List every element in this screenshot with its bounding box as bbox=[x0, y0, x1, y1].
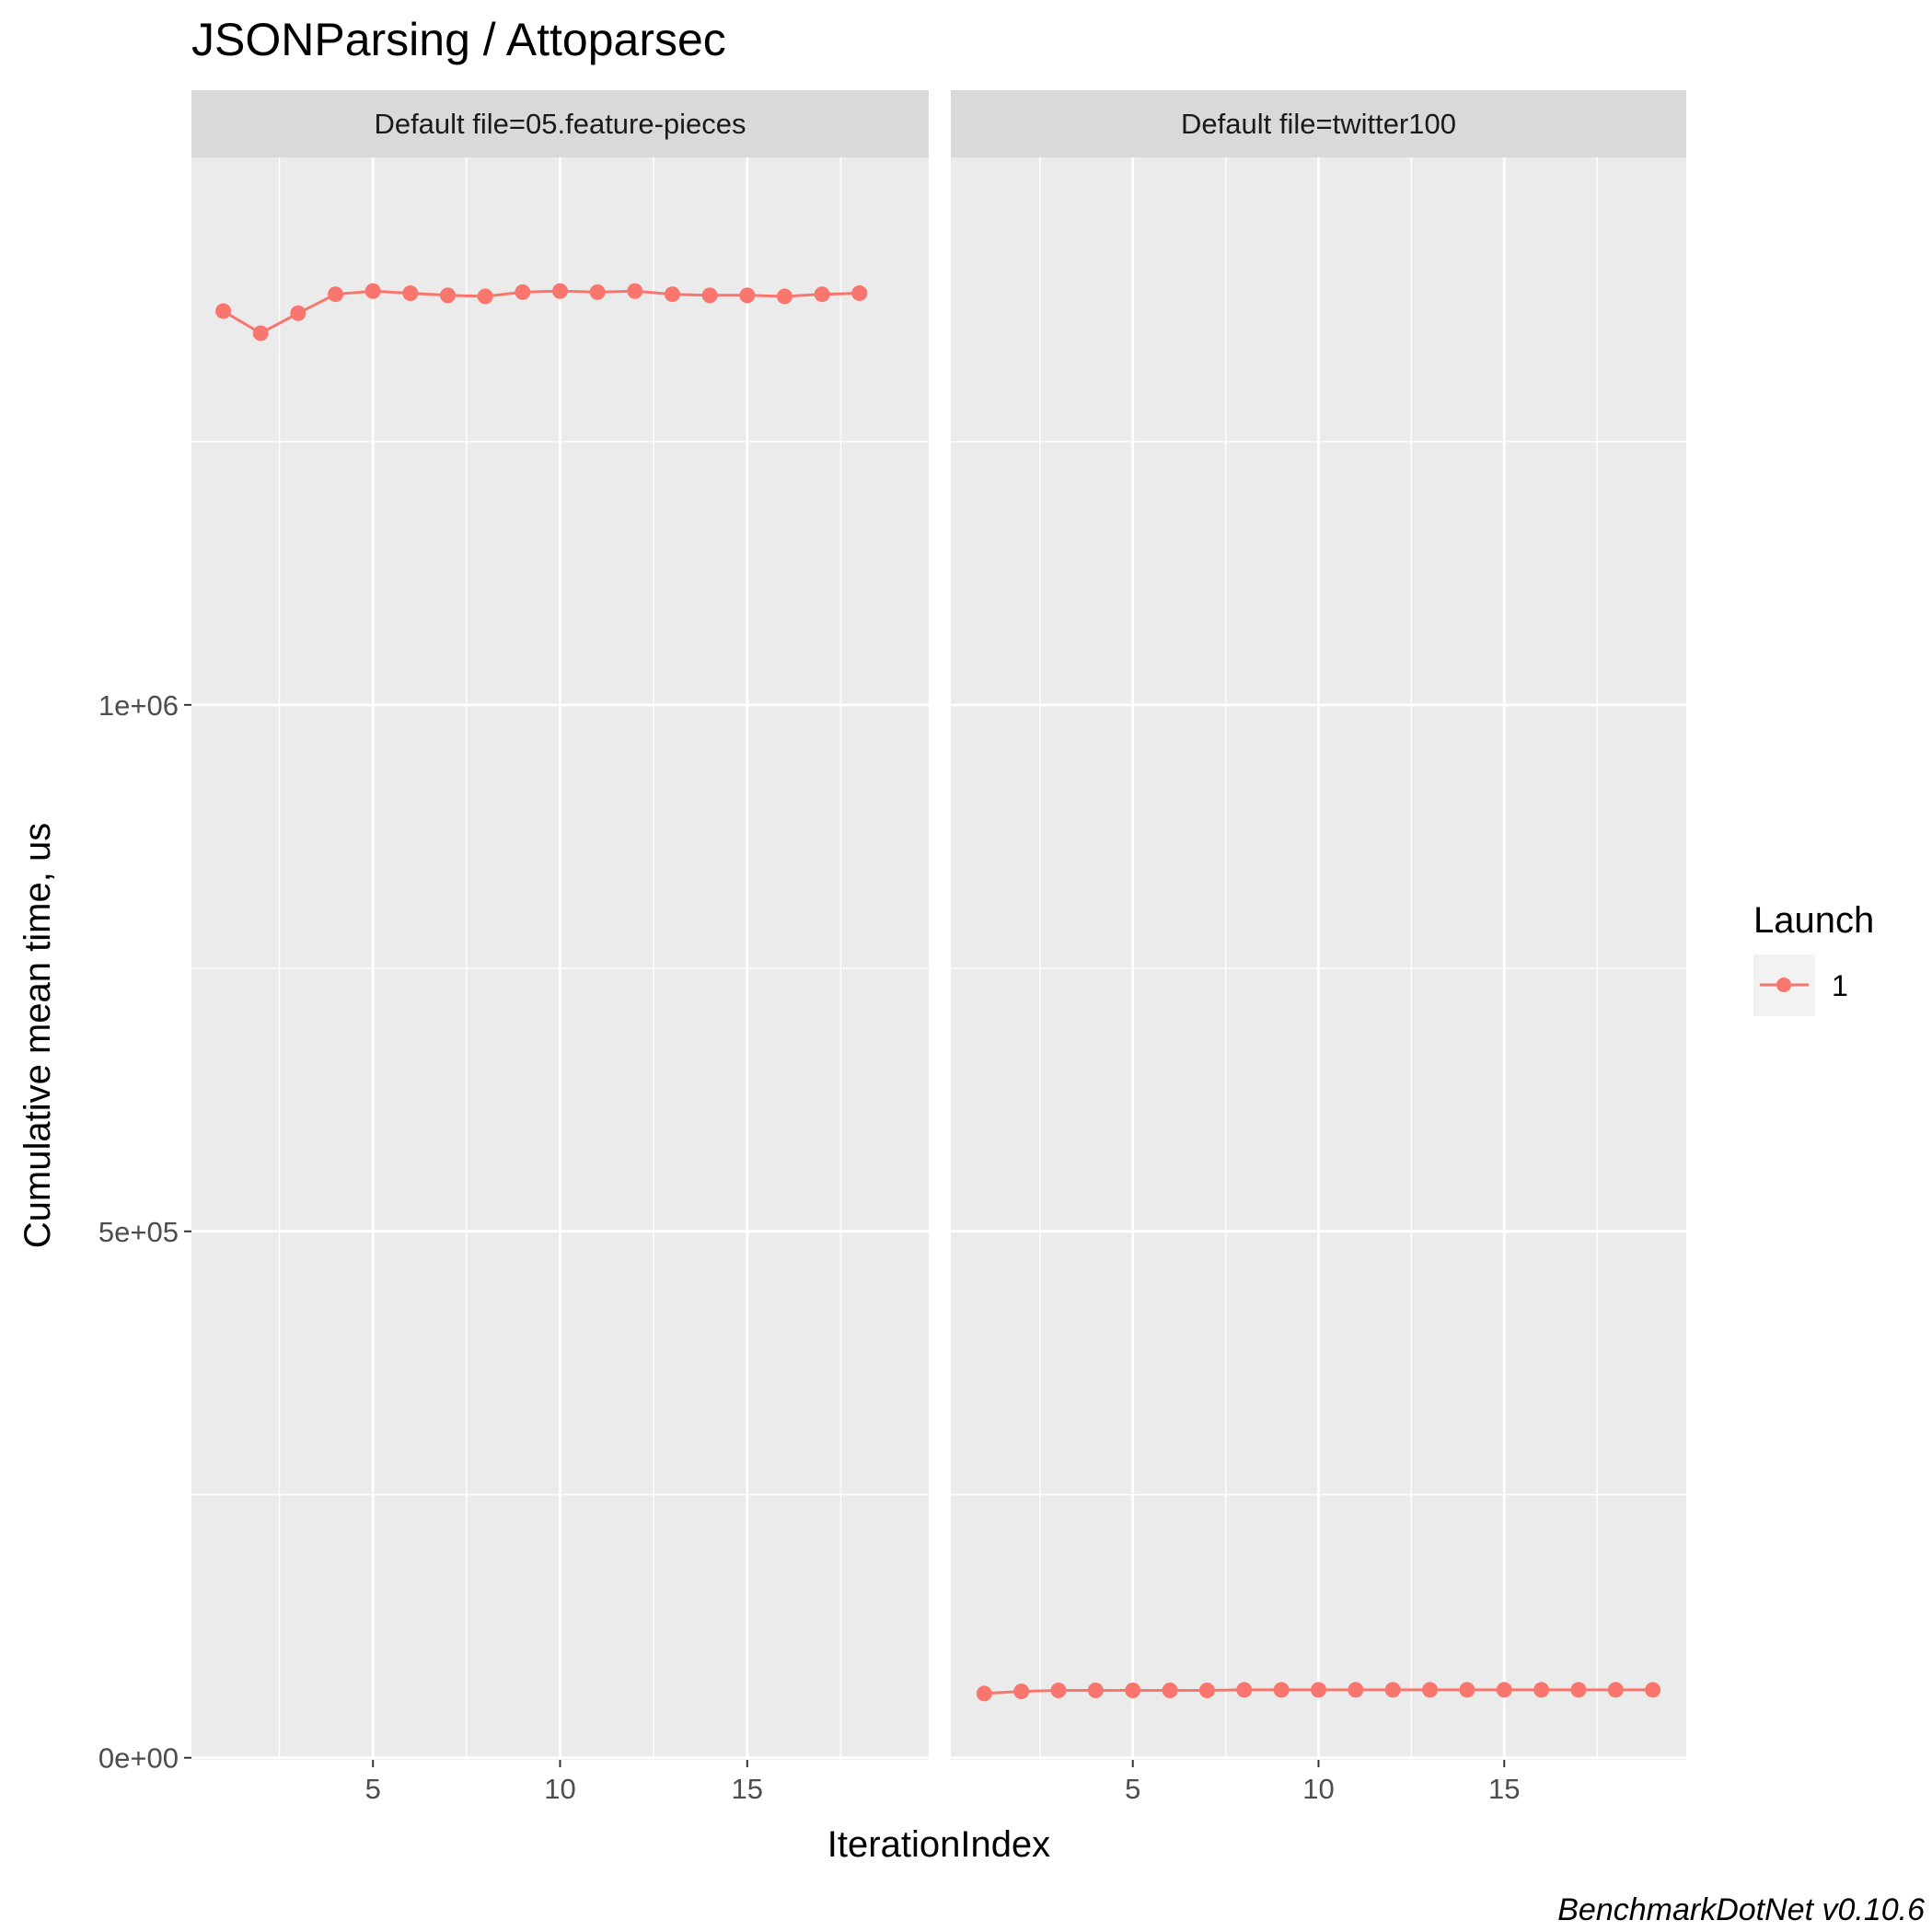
data-point bbox=[252, 325, 269, 341]
y-tick-label: 5e+05 bbox=[98, 1216, 179, 1248]
data-point bbox=[627, 283, 643, 299]
strip-label: Default file=twitter100 bbox=[1181, 108, 1456, 140]
data-point bbox=[701, 287, 718, 304]
data-point bbox=[1236, 1682, 1253, 1698]
panel-2: Default file=twitter100 bbox=[951, 90, 1686, 1760]
x-axis: 5 10 15 5 10 15 bbox=[365, 1760, 1521, 1805]
data-point bbox=[552, 283, 568, 299]
data-point bbox=[1050, 1683, 1067, 1699]
legend-title: Launch bbox=[1753, 900, 1874, 941]
legend: Launch 1 bbox=[1753, 900, 1874, 1016]
facet-panels: Default file=05.feature-pieces Default fi… bbox=[191, 90, 1686, 1760]
data-point bbox=[814, 286, 830, 303]
x-tick-label: 15 bbox=[732, 1773, 763, 1805]
chart-title: JSONParsing / Attoparsec bbox=[191, 14, 726, 65]
y-axis: 0e+00 5e+05 1e+06 bbox=[98, 689, 191, 1775]
data-point bbox=[1607, 1682, 1624, 1698]
data-point bbox=[976, 1685, 992, 1702]
data-point bbox=[851, 285, 868, 302]
data-point bbox=[1533, 1682, 1550, 1698]
data-point bbox=[290, 305, 307, 321]
data-point bbox=[364, 283, 381, 299]
data-point bbox=[402, 285, 419, 302]
data-point bbox=[1311, 1682, 1326, 1698]
data-point bbox=[1422, 1682, 1439, 1698]
y-axis-title: Cumulative mean time, us bbox=[17, 823, 58, 1248]
data-point bbox=[1087, 1683, 1104, 1699]
data-point bbox=[215, 303, 232, 319]
data-point bbox=[1496, 1682, 1512, 1698]
data-point bbox=[776, 288, 792, 305]
data-point bbox=[664, 286, 680, 303]
data-point bbox=[328, 286, 344, 303]
data-point bbox=[1384, 1682, 1401, 1698]
panel-1: Default file=05.feature-pieces bbox=[191, 90, 929, 1760]
x-axis-title: IterationIndex bbox=[827, 1824, 1050, 1865]
data-point bbox=[1013, 1683, 1030, 1700]
data-point bbox=[739, 287, 756, 304]
data-point bbox=[1348, 1682, 1364, 1698]
data-point bbox=[1198, 1683, 1215, 1699]
data-point bbox=[440, 287, 457, 304]
x-tick-label: 15 bbox=[1488, 1773, 1520, 1805]
data-point bbox=[515, 283, 531, 300]
x-tick-label: 5 bbox=[1125, 1773, 1140, 1805]
data-point bbox=[1125, 1683, 1141, 1699]
y-tick-label: 0e+00 bbox=[98, 1742, 179, 1775]
legend-key-point bbox=[1776, 978, 1791, 992]
x-tick-label: 10 bbox=[544, 1773, 575, 1805]
x-tick-label: 10 bbox=[1302, 1773, 1334, 1805]
strip-label: Default file=05.feature-pieces bbox=[374, 108, 746, 140]
x-tick-label: 5 bbox=[365, 1773, 381, 1805]
strip-background bbox=[191, 90, 929, 157]
data-point bbox=[1459, 1682, 1475, 1698]
chart-caption: BenchmarkDotNet v0.10.6 bbox=[1557, 1892, 1925, 1927]
legend-label: 1 bbox=[1832, 969, 1848, 1002]
data-point bbox=[1570, 1682, 1587, 1698]
data-point bbox=[1645, 1682, 1661, 1698]
data-point bbox=[1162, 1683, 1178, 1699]
strip-background bbox=[951, 90, 1686, 157]
data-point bbox=[589, 283, 606, 300]
data-point bbox=[477, 288, 493, 305]
y-tick-label: 1e+06 bbox=[98, 689, 179, 722]
data-point bbox=[1273, 1682, 1290, 1698]
